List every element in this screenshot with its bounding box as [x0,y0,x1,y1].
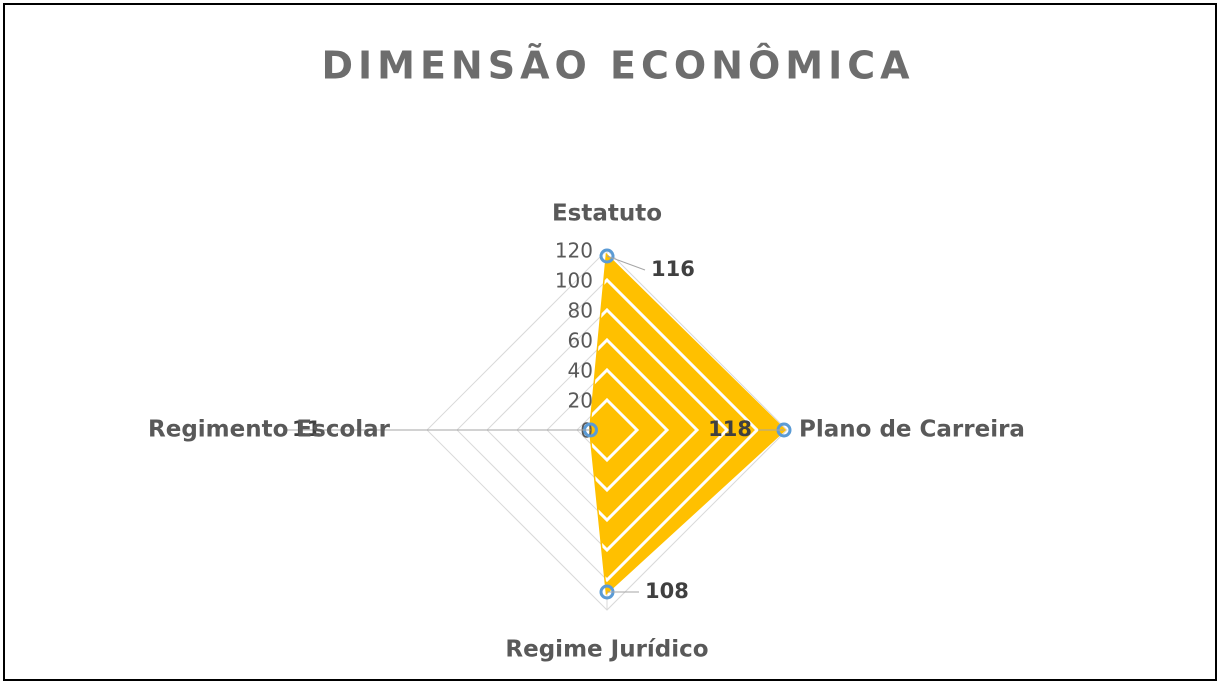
category-label: Regime Jurídico [505,637,708,663]
data-label: 116 [651,257,695,281]
category-label: Regimento Escolar [148,417,391,443]
grid-ring-inner [590,307,730,553]
leader [606,255,646,271]
r-tick-label: 100 [555,269,593,293]
marker [599,248,615,264]
grid-ring-inner [590,337,700,523]
r-tick-label: 40 [568,359,593,383]
category-label: Estatuto [552,201,662,227]
r-tick-label: 120 [555,239,593,263]
chart-title: DIMENSÃO ECONÔMICA [321,44,914,88]
grid-ring-inner [590,277,760,583]
data-label: 108 [645,579,689,603]
r-tick-label: 80 [568,299,593,323]
category-label: Plano de Carreira [799,417,1025,443]
grid-ring-inner [590,397,640,463]
r-tick-label: 20 [568,389,593,413]
r-tick-label: 60 [568,329,593,353]
data-label: 11 [292,417,321,441]
data-label: 118 [708,417,752,441]
grid-ring-inner [590,367,670,493]
